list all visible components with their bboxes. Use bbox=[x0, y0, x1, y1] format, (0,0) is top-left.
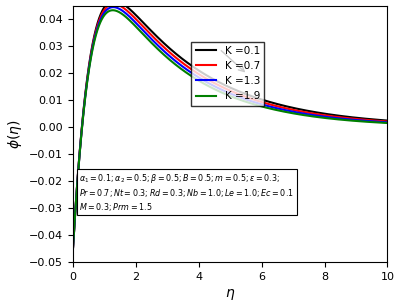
Text: $\alpha_{1}= 0.1; \alpha_{2}= 0.5; \beta= 0.5; B= 0.5; m = 0.5; \epsilon = 0.3;$: $\alpha_{1}= 0.1; \alpha_{2}= 0.5; \beta… bbox=[79, 172, 294, 213]
Legend: K =0.1, K =0.7, K =1.3, K =1.9: K =0.1, K =0.7, K =1.3, K =1.9 bbox=[191, 42, 264, 106]
X-axis label: $\eta$: $\eta$ bbox=[225, 287, 235, 302]
Y-axis label: $\phi(\eta)$: $\phi(\eta)$ bbox=[6, 119, 24, 149]
